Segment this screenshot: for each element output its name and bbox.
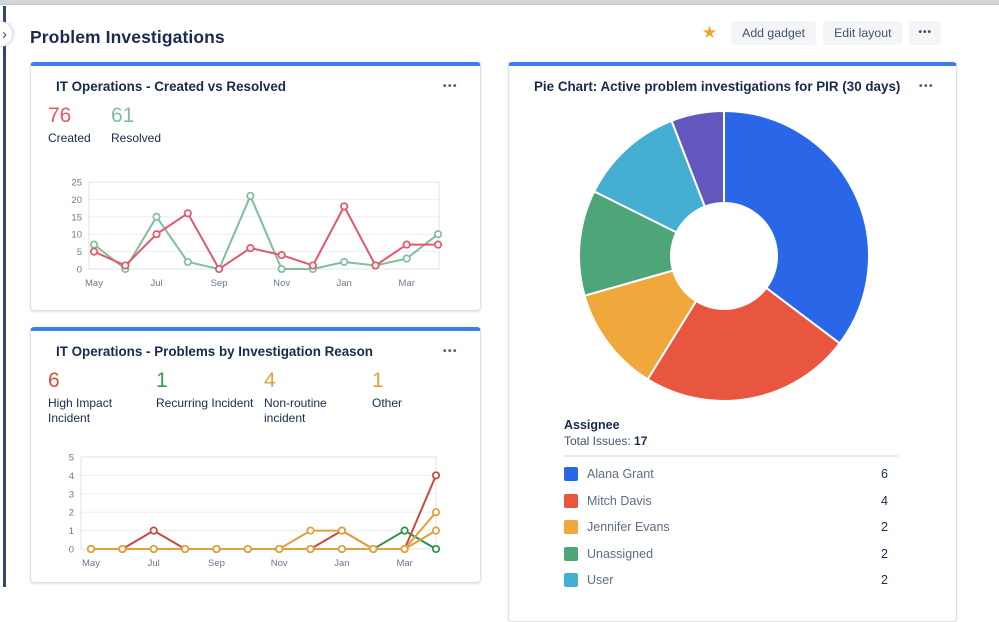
stat-label: Non-routine incident bbox=[264, 396, 327, 425]
svg-text:Jan: Jan bbox=[337, 278, 352, 289]
stat-other: 1 Other bbox=[372, 369, 480, 426]
svg-text:Mar: Mar bbox=[396, 558, 412, 569]
stat-value: 61 bbox=[111, 104, 135, 127]
legend-name: Mitch Davis bbox=[587, 493, 652, 508]
pie-slice[interactable] bbox=[670, 109, 725, 208]
svg-text:Jan: Jan bbox=[334, 558, 349, 569]
svg-text:0: 0 bbox=[77, 265, 82, 276]
legend-row-jennifer-evans[interactable]: Jennifer Evans 2 bbox=[564, 514, 898, 541]
legend-row-mitch-davis[interactable]: Mitch Davis 4 bbox=[564, 488, 898, 515]
svg-text:4: 4 bbox=[69, 471, 74, 482]
svg-text:15: 15 bbox=[71, 212, 82, 223]
stat-value: 6 bbox=[48, 369, 60, 392]
add-gadget-button[interactable]: Add gadget bbox=[731, 21, 817, 45]
gadget-title: IT Operations - Problems by Investigatio… bbox=[56, 344, 373, 359]
svg-text:5: 5 bbox=[77, 247, 82, 258]
legend-rows: Alana Grant 6 Mitch Davis 4 Jennifer Evans 2 U… bbox=[564, 461, 898, 594]
legend-swatch bbox=[564, 467, 578, 482]
legend-value: 2 bbox=[881, 520, 888, 535]
page-title: Problem Investigations bbox=[30, 27, 225, 47]
sidebar-expand-button[interactable]: › bbox=[0, 21, 13, 47]
stat-label: Created bbox=[48, 131, 91, 145]
svg-text:2: 2 bbox=[69, 508, 74, 519]
svg-text:Nov: Nov bbox=[273, 278, 290, 289]
svg-text:Nov: Nov bbox=[271, 558, 288, 569]
stat-non-routine-incident: 4 Non-routine incident bbox=[264, 369, 372, 426]
gadget-more-button[interactable]: ••• bbox=[915, 79, 938, 95]
svg-text:1: 1 bbox=[69, 526, 74, 537]
pie-slice-mitch-davis[interactable] bbox=[646, 286, 842, 402]
svg-text:0: 0 bbox=[69, 545, 74, 556]
stats-row: 6 High Impact Incident 1 Recurring Incident… bbox=[48, 369, 480, 426]
legend-swatch bbox=[564, 573, 578, 588]
legend-total: Total Issues: 17 bbox=[564, 434, 648, 448]
svg-text:Sep: Sep bbox=[211, 278, 228, 289]
gadget-title: Pie Chart: Active problem investigations… bbox=[534, 79, 901, 94]
legend-row-user[interactable]: User 2 bbox=[564, 567, 898, 594]
svg-text:Sep: Sep bbox=[208, 558, 225, 569]
svg-text:Mar: Mar bbox=[399, 278, 415, 289]
gadget-created-vs-resolved: IT Operations - Created vs Resolved ••• … bbox=[30, 62, 481, 311]
stats-row: 76 Created 61 Resolved bbox=[48, 104, 480, 146]
stat-label: Resolved bbox=[111, 131, 162, 145]
svg-text:Jul: Jul bbox=[150, 278, 162, 289]
legend-name: Unassigned bbox=[587, 546, 654, 561]
stat-label: High Impact Incident bbox=[48, 396, 113, 425]
legend-swatch bbox=[564, 493, 578, 508]
dashboard-more-button[interactable]: ••• bbox=[909, 21, 941, 45]
gadget-more-button[interactable]: ••• bbox=[439, 344, 462, 360]
chevron-right-icon: › bbox=[2, 25, 7, 43]
svg-text:May: May bbox=[85, 278, 103, 289]
legend-divider bbox=[564, 455, 898, 457]
legend-swatch bbox=[564, 520, 578, 535]
svg-text:3: 3 bbox=[69, 489, 74, 500]
stat-resolved: 61 Resolved bbox=[111, 104, 174, 146]
stat-value: 1 bbox=[156, 369, 168, 392]
stat-label: Other bbox=[372, 396, 403, 410]
legend-title: Assignee bbox=[564, 418, 620, 432]
problems-by-reason-line-chart: 0 1 2 3 4 5 May Jul Sep Nov Jan Mar bbox=[69, 453, 441, 569]
total-issues-value: 17 bbox=[634, 434, 648, 448]
stat-created: 76 Created bbox=[48, 104, 111, 146]
edit-layout-button[interactable]: Edit layout bbox=[823, 21, 903, 45]
legend-name: Alana Grant bbox=[587, 467, 654, 482]
svg-text:Jul: Jul bbox=[148, 558, 160, 569]
legend-value: 2 bbox=[881, 546, 888, 561]
svg-text:20: 20 bbox=[71, 195, 82, 206]
stat-label: Recurring Incident bbox=[156, 396, 254, 410]
gadget-more-button[interactable]: ••• bbox=[439, 79, 462, 95]
stat-high-impact-incident: 6 High Impact Incident bbox=[48, 369, 156, 426]
stat-value: 4 bbox=[264, 369, 276, 392]
svg-text:25: 25 bbox=[71, 178, 82, 189]
assignee-donut-chart bbox=[578, 109, 870, 402]
pie-legend: Assignee Total Issues: 17 Alana Grant 6 Mi… bbox=[564, 418, 898, 594]
stat-recurring-incident: 1 Recurring Incident bbox=[156, 369, 264, 426]
dashboard-toolbar: ★ Add gadget Edit layout ••• bbox=[702, 21, 941, 45]
legend-row-unassigned[interactable]: Unassigned 2 bbox=[564, 541, 898, 568]
legend-name: User bbox=[587, 573, 614, 588]
stat-value: 1 bbox=[372, 369, 384, 392]
legend-value: 2 bbox=[881, 573, 888, 588]
legend-row-alana-grant[interactable]: Alana Grant 6 bbox=[564, 461, 898, 488]
pie-slice-alana-grant[interactable] bbox=[723, 109, 870, 345]
favorite-star-icon[interactable]: ★ bbox=[701, 23, 718, 42]
legend-value: 4 bbox=[881, 493, 888, 508]
gadget-problems-by-reason: IT Operations - Problems by Investigatio… bbox=[30, 327, 481, 583]
legend-value: 6 bbox=[881, 467, 888, 482]
legend-swatch bbox=[564, 546, 578, 561]
legend-name: Jennifer Evans bbox=[587, 520, 670, 535]
svg-text:May: May bbox=[82, 558, 100, 569]
window-top-strip bbox=[0, 0, 999, 5]
svg-text:10: 10 bbox=[71, 230, 82, 241]
gadget-title: IT Operations - Created vs Resolved bbox=[56, 79, 286, 94]
sidebar-edge bbox=[3, 6, 6, 587]
svg-text:5: 5 bbox=[69, 453, 74, 464]
gadget-pie-chart: Pie Chart: Active problem investigations… bbox=[508, 62, 957, 622]
created-vs-resolved-line-chart: 0 5 10 15 20 25 May Jul Sep Nov Jan Mar bbox=[71, 178, 443, 289]
stat-value: 76 bbox=[48, 104, 72, 127]
